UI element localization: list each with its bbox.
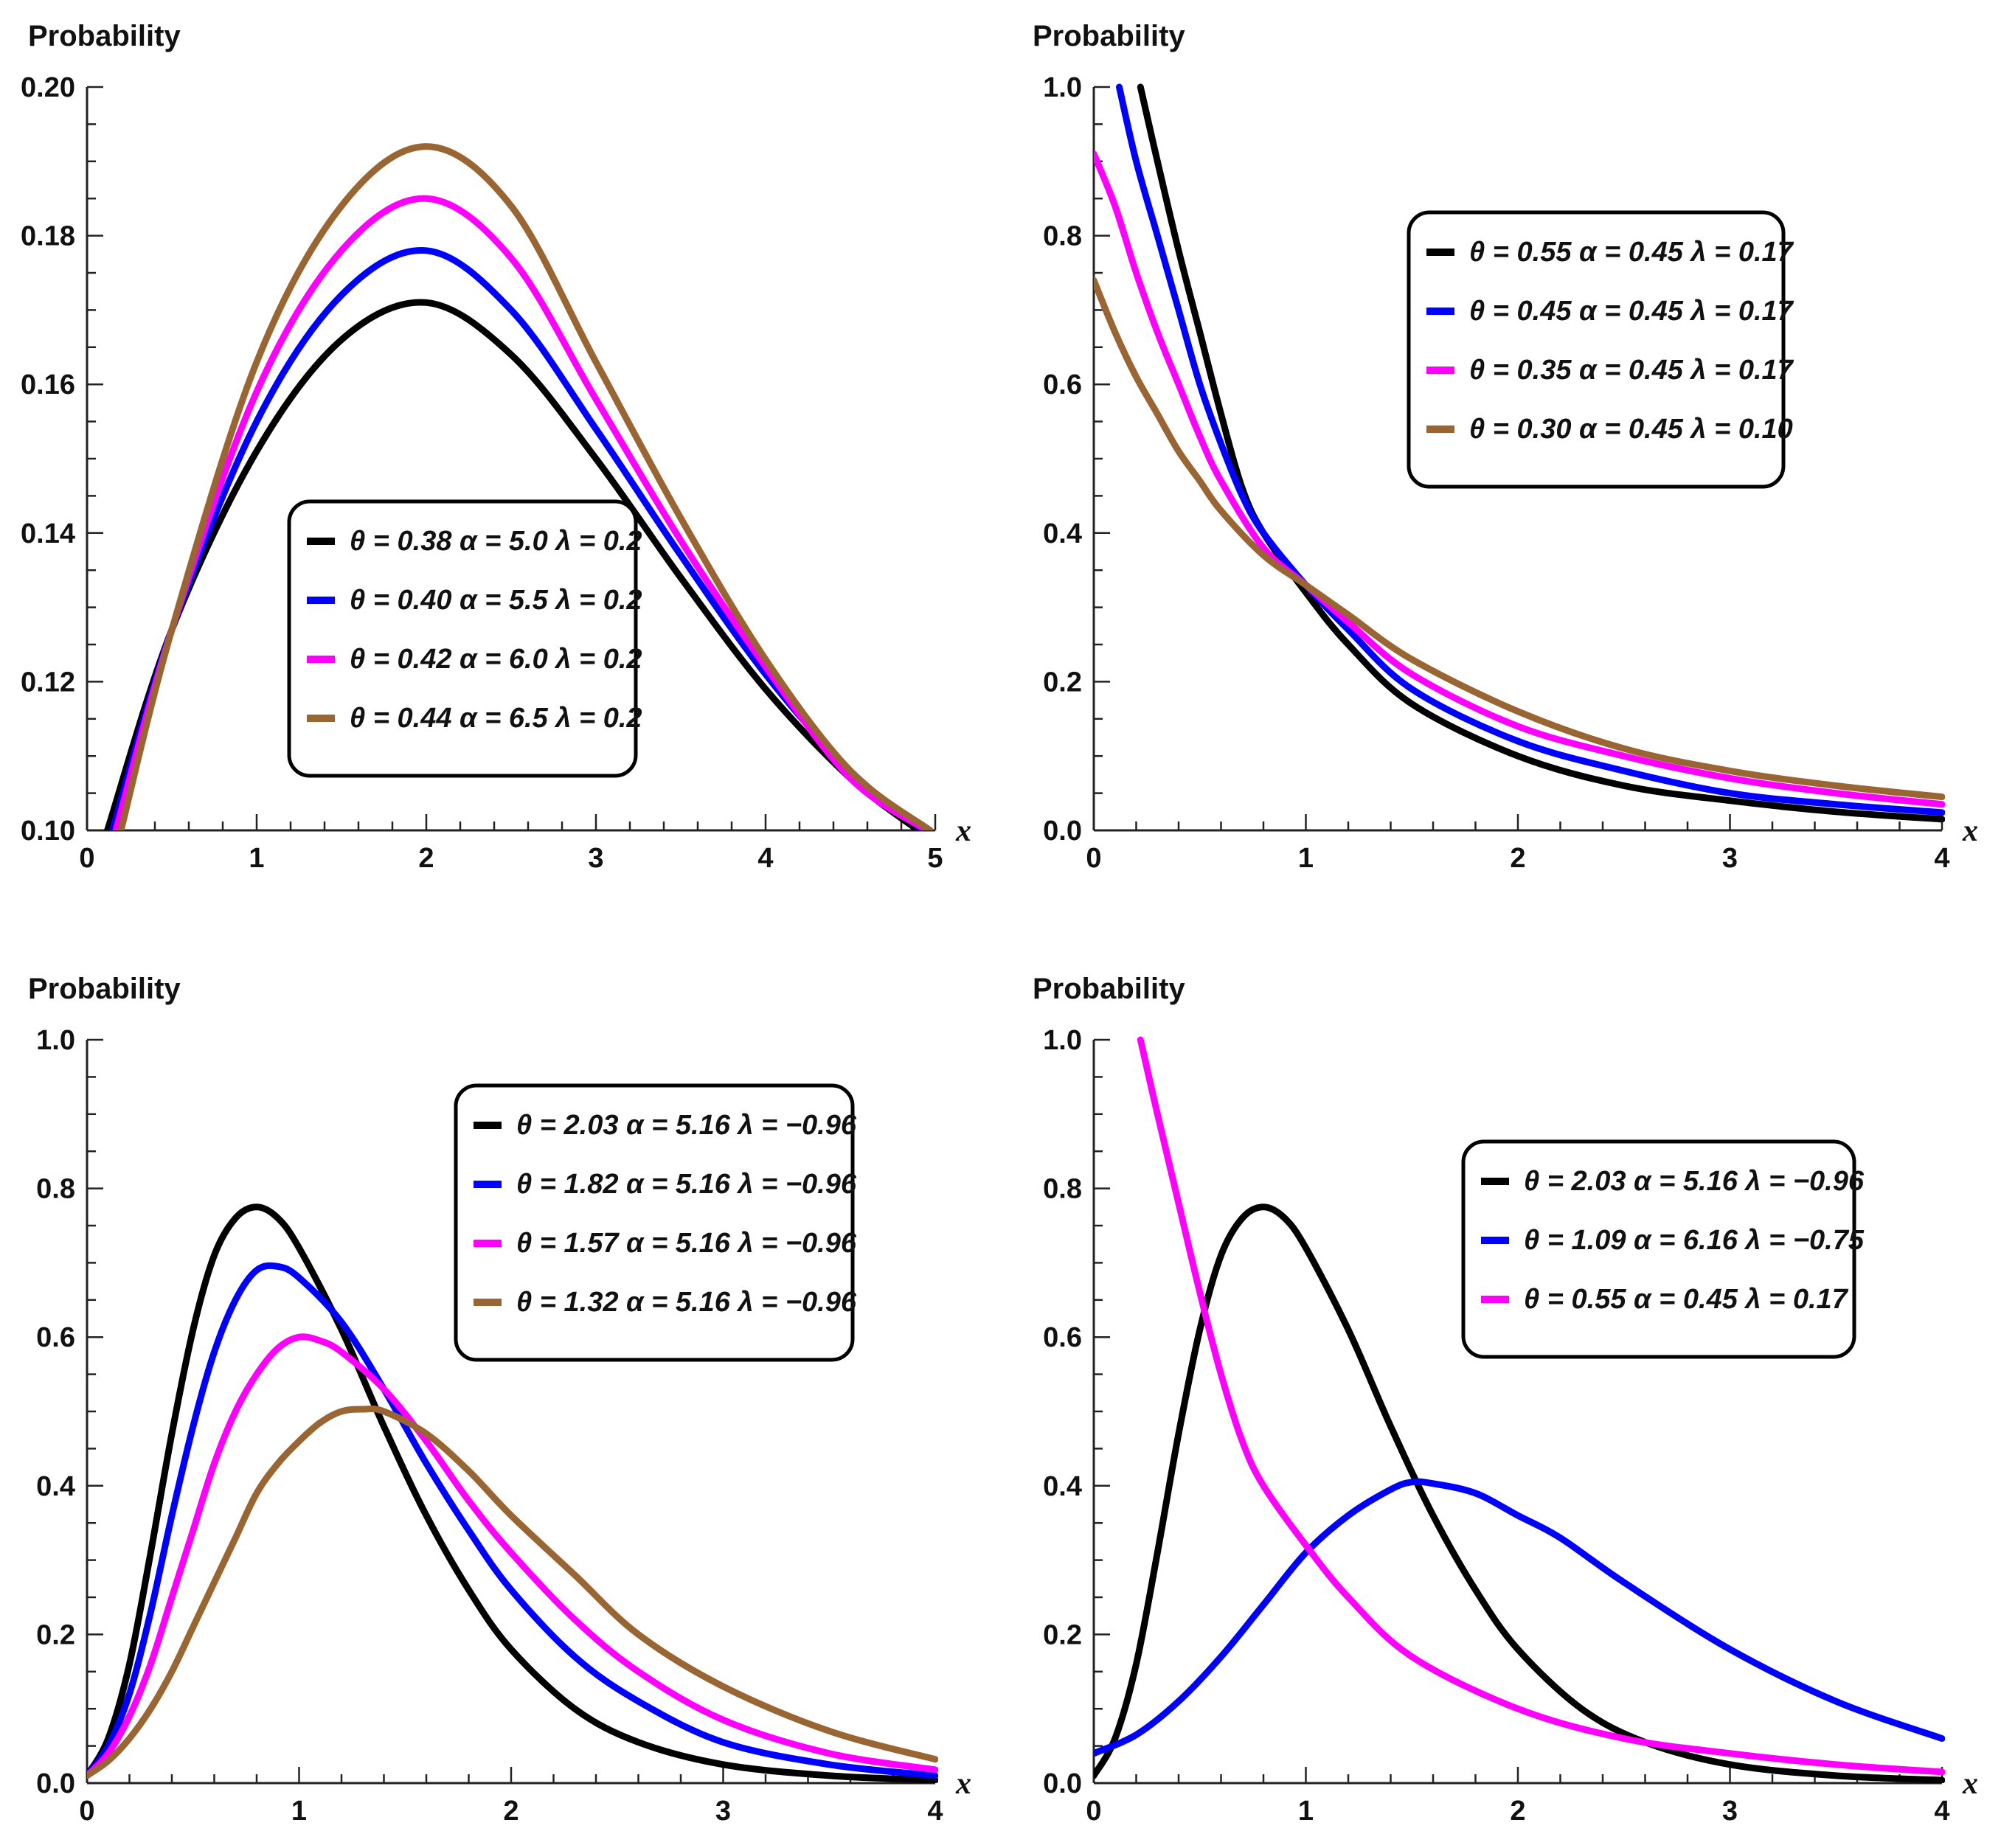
legend: θ = 2.03 α = 5.16 λ = −0.96 θ = 1.82 α = …	[454, 1083, 857, 1362]
x-tick-label: 3	[715, 1796, 731, 1827]
x-tick-label: 3	[1722, 1796, 1738, 1827]
series-line-2	[109, 247, 927, 830]
x-tick-label: 1	[1298, 843, 1314, 874]
legend-label-1: θ = 0.55 α = 0.45 λ = 0.17	[1469, 237, 1794, 268]
chart-panel-2: Probability x 0 1 2 3 4 0.0 0.2 0.4 0.6 0.8 1.0 θ = 0…	[1033, 20, 1978, 874]
legend-label-4: θ = 0.30 α = 0.45 λ = 0.10	[1469, 414, 1793, 445]
legend-box	[287, 499, 638, 778]
y-tick-label: 0.14	[21, 518, 75, 549]
legend-label-4: θ = 1.32 α = 5.16 λ = −0.96	[516, 1287, 857, 1318]
legend-label-2: θ = 1.82 α = 5.16 λ = −0.96	[516, 1169, 857, 1200]
y-tick-label: 1.0	[1043, 72, 1082, 103]
legend-label-2: θ = 0.45 α = 0.45 λ = 0.17	[1469, 296, 1794, 327]
legend-box	[1461, 1139, 1856, 1359]
series-line-1	[87, 1203, 938, 1783]
x-tick-label: 1	[1298, 1796, 1314, 1827]
y-tick-label: 0.6	[36, 1322, 75, 1353]
y-axis-title: Probability	[1033, 973, 1185, 1005]
chart-panel-3: Probability x 0 1 2 3 4 0.0 0.2 0.4 0.6 0.8 1.0 θ = 2…	[28, 973, 971, 1827]
x-axis-title: x	[1962, 814, 1978, 848]
legend-label-1: θ = 0.38 α = 5.0 λ = 0.2	[350, 526, 642, 557]
y-tick-label: 0.8	[36, 1174, 75, 1205]
series-line-3	[87, 1333, 938, 1779]
legend-label-4: θ = 0.44 α = 6.5 λ = 0.2	[350, 703, 642, 734]
series-line-4	[117, 143, 934, 830]
x-tick-label: 5	[927, 843, 943, 874]
series-line-2	[87, 1262, 938, 1779]
legend-box	[454, 1083, 855, 1362]
series-line-1	[1137, 83, 1945, 823]
x-tick-label: 1	[249, 843, 264, 874]
y-tick-label: 0.6	[1043, 369, 1082, 400]
x-tick-label: 4	[1934, 1796, 1949, 1827]
y-tick-label: 0.2	[1043, 1619, 1082, 1650]
legend: θ = 0.38 α = 5.0 λ = 0.2 θ = 0.40 α = 5.5…	[287, 499, 642, 778]
y-tick-label: 0.8	[1043, 221, 1082, 252]
y-tick-label: 0.4	[36, 1471, 75, 1502]
y-tick-label: 0.0	[36, 1768, 75, 1799]
legend-label-1: θ = 2.03 α = 5.16 λ = −0.96	[516, 1110, 857, 1141]
legend-label-3: θ = 0.42 α = 6.0 λ = 0.2	[350, 644, 642, 675]
legend: θ = 0.55 α = 0.45 λ = 0.17 θ = 0.45 α = 0…	[1407, 210, 1794, 489]
y-tick-label: 0.2	[1043, 667, 1082, 698]
series-line-1	[104, 299, 922, 830]
y-tick-label: 0.0	[1043, 1768, 1082, 1799]
y-tick-label: 0.18	[21, 221, 75, 252]
y-tick-label: 0.4	[1043, 518, 1082, 549]
x-tick-label: 2	[418, 843, 434, 874]
y-tick-label: 0.4	[1043, 1471, 1082, 1502]
x-tick-label: 0	[1086, 1796, 1101, 1827]
x-axis-title: x	[1962, 1767, 1978, 1801]
x-tick-label: 3	[588, 843, 603, 874]
legend-label-2: θ = 0.40 α = 5.5 λ = 0.2	[350, 585, 642, 616]
x-tick-label: 4	[927, 1796, 943, 1827]
series-line-4	[1094, 277, 1945, 801]
x-tick-label: 3	[1722, 843, 1738, 874]
series-line-4	[87, 1405, 938, 1779]
legend-label-3: θ = 0.35 α = 0.45 λ = 0.17	[1469, 355, 1794, 386]
series-line-3	[112, 195, 930, 830]
x-axis-title: x	[955, 1767, 971, 1801]
y-tick-label: 0.6	[1043, 1322, 1082, 1353]
x-tick-label: 0	[79, 843, 94, 874]
x-tick-label: 2	[1510, 843, 1525, 874]
y-tick-label: 0.12	[21, 667, 75, 698]
x-tick-label: 2	[503, 1796, 519, 1827]
legend-label-2: θ = 1.09 α = 6.16 λ = −0.75	[1524, 1225, 1865, 1256]
chart-panel-1: Probability x 0 1 2 3 4 5 0.10 0.12 0.14 0.16 0.18 0.…	[21, 20, 971, 874]
x-tick-label: 1	[291, 1796, 307, 1827]
legend: θ = 2.03 α = 5.16 λ = −0.96 θ = 1.09 α = …	[1461, 1139, 1865, 1359]
y-tick-label: 0.8	[1043, 1174, 1082, 1205]
y-axis-title: Probability	[28, 973, 181, 1005]
legend-box	[1407, 210, 1786, 489]
y-tick-label: 0.2	[36, 1619, 75, 1650]
chart-panel-4: Probability x 0 1 2 3 4 0.0 0.2 0.4 0.6 0.8 1.0 θ = 2…	[1033, 973, 1978, 1827]
legend-label-3: θ = 0.55 α = 0.45 λ = 0.17	[1524, 1284, 1849, 1315]
y-tick-label: 0.20	[21, 72, 75, 103]
y-tick-label: 0.16	[21, 369, 75, 400]
x-tick-label: 0	[1086, 843, 1101, 874]
series-line-2	[1094, 1478, 1945, 1757]
x-tick-label: 2	[1510, 1796, 1525, 1827]
legend-label-1: θ = 2.03 α = 5.16 λ = −0.96	[1524, 1166, 1865, 1197]
y-tick-label: 0.0	[1043, 816, 1082, 847]
x-tick-label: 4	[757, 843, 773, 874]
y-tick-label: 0.10	[21, 816, 75, 847]
legend-label-3: θ = 1.57 α = 5.16 λ = −0.96	[516, 1228, 857, 1259]
y-axis-title: Probability	[28, 20, 181, 52]
y-tick-label: 1.0	[1043, 1025, 1082, 1056]
series-line-3	[1137, 1036, 1945, 1776]
x-axis-title: x	[955, 814, 971, 848]
y-axis-title: Probability	[1033, 20, 1185, 52]
x-tick-label: 0	[79, 1796, 94, 1827]
y-tick-label: 1.0	[36, 1025, 75, 1056]
x-tick-label: 4	[1934, 843, 1949, 874]
